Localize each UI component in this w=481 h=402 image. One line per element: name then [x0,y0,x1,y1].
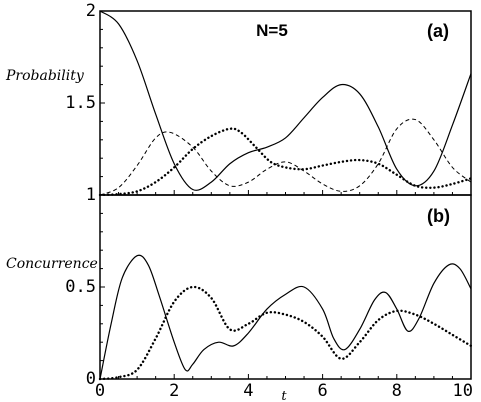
panel-a-y-tick-label: 1 [86,185,96,205]
panel-b-series [98,254,473,381]
panel-b-frame [99,194,472,380]
panel-b-y-ticks: 00.5 [65,212,105,389]
x-tick-label: 0 [95,381,105,401]
x-tick-label: 2 [169,381,179,401]
x-tick-label: 10 [453,381,473,401]
x-tick-label: 4 [243,381,253,401]
panel-b-label: (b) [427,206,450,226]
panel-a-series-dashed-line [99,118,472,196]
panel-b-y-tick-label: 0.5 [65,277,96,297]
panel-a-ylabel: Probability [5,68,85,84]
x-tick-label: 6 [317,381,327,401]
panel-b-y-tick-label: 0 [86,369,96,389]
panel-b-x-ticks: 0 2 4 6 8 10 [95,374,473,401]
panel-a-y-tick-label: 1.5 [65,93,96,113]
panel-b-ylabel: Concurrence [6,256,98,272]
panel-b: (b) Concurrence 00.5 0 2 4 6 8 10 t [6,194,473,402]
panel-a-y-tick-label: 2 [86,1,96,21]
panel-a-label: (a) [427,21,449,41]
panel-b-series-dotted-line [98,285,473,381]
panel-a-title: N=5 [256,21,288,40]
panel-b-series-solid-line [99,254,472,380]
x-axis-label: t [281,389,287,402]
x-tick-label: 8 [392,381,402,401]
panel-a-series [98,10,473,197]
panel-a: N=5 (a) Probability 1 1.5 2 [5,1,473,205]
panel-a-series-dotted-line [98,127,473,197]
